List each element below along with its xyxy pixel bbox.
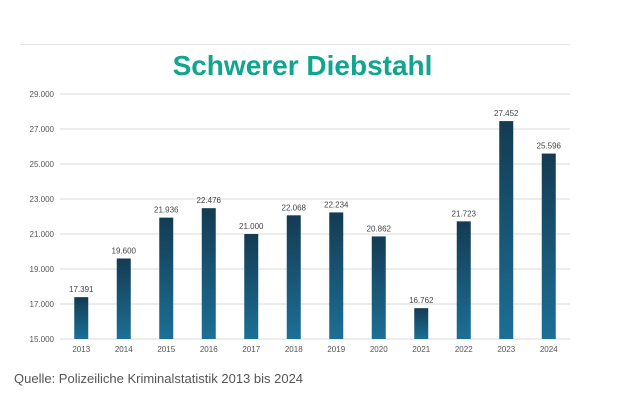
- bar-2023: [499, 121, 514, 339]
- y-axis-ticks: 15.000 17.000 19.000 21.000 23.000 25.000 27.0…: [30, 90, 55, 344]
- y-tick-label: 25.000: [30, 160, 55, 169]
- data-label-2015: 21.936: [154, 206, 179, 215]
- x-tick-label: 2016: [200, 345, 218, 354]
- data-label-2019: 22.234: [324, 200, 349, 209]
- bar-2015: [159, 217, 174, 339]
- data-label-2022: 21.723: [452, 209, 477, 218]
- x-tick-label: 2013: [72, 345, 90, 354]
- y-tick-label: 21.000: [30, 230, 55, 239]
- bars: [74, 121, 556, 339]
- x-tick-label: 2022: [455, 345, 473, 354]
- y-tick-label: 15.000: [30, 335, 55, 344]
- y-tick-label: 17.000: [30, 300, 55, 309]
- source-note: Quelle: Polizeiliche Kriminalstatistik 2…: [14, 371, 304, 386]
- x-axis-ticks: 2013 2014 2015 2016 2017 2018 2019 2020 2021 2022…: [72, 345, 558, 354]
- bar-2019: [329, 212, 344, 339]
- x-tick-label: 2021: [412, 345, 430, 354]
- bar-2018: [286, 215, 301, 339]
- x-tick-label: 2014: [115, 345, 133, 354]
- bar-2013: [74, 297, 89, 339]
- data-label-2016: 22.476: [197, 196, 222, 205]
- data-label-2013: 17.391: [69, 285, 94, 294]
- x-tick-label: 2015: [157, 345, 175, 354]
- gridlines: [60, 93, 570, 340]
- chart-frame: [20, 44, 570, 361]
- bar-2017: [244, 234, 259, 339]
- data-label-2017: 21.000: [239, 222, 264, 231]
- x-tick-label: 2017: [242, 345, 260, 354]
- x-tick-label: 2020: [370, 345, 388, 354]
- y-tick-label: 19.000: [30, 265, 55, 274]
- data-label-2018: 22.068: [282, 203, 307, 212]
- data-labels: 17.391 19.600 21.936 22.476 21.000 22.068 22.2…: [69, 109, 562, 305]
- bar-2024: [541, 153, 556, 339]
- data-label-2020: 20.862: [367, 224, 392, 233]
- data-label-2021: 16.762: [409, 296, 434, 305]
- bar-2020: [371, 236, 386, 339]
- x-tick-label: 2024: [540, 345, 558, 354]
- x-tick-label: 2019: [327, 345, 345, 354]
- x-tick-label: 2023: [497, 345, 515, 354]
- y-tick-label: 29.000: [30, 90, 55, 99]
- data-label-2023: 27.452: [494, 109, 519, 118]
- bar-2014: [116, 258, 131, 339]
- data-label-2014: 19.600: [112, 247, 137, 256]
- y-tick-label: 23.000: [30, 195, 55, 204]
- data-label-2024: 25.596: [537, 142, 562, 151]
- x-tick-label: 2018: [285, 345, 303, 354]
- chart-title: Schwerer Diebstahl: [172, 50, 433, 81]
- bar-2022: [456, 221, 471, 339]
- bar-2016: [201, 208, 216, 339]
- bar-2021: [414, 308, 429, 339]
- y-tick-label: 27.000: [30, 125, 55, 134]
